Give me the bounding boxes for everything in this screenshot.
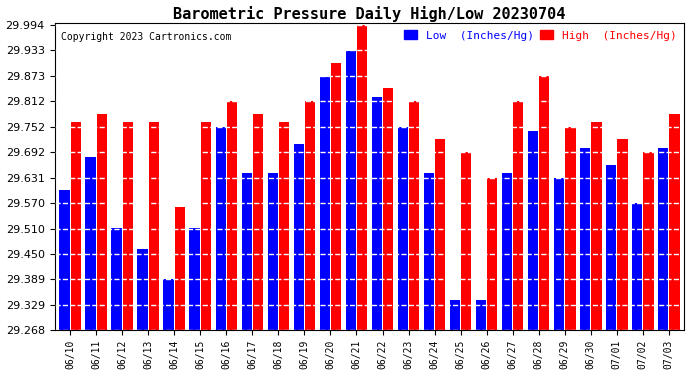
Bar <box>450 300 460 330</box>
Bar <box>305 101 315 330</box>
Bar <box>643 152 653 330</box>
Bar <box>591 123 602 330</box>
Bar <box>424 173 434 330</box>
Bar <box>97 114 107 330</box>
Legend: Low  (Inches/Hg), High  (Inches/Hg): Low (Inches/Hg), High (Inches/Hg) <box>402 28 679 43</box>
Bar <box>606 165 616 330</box>
Bar <box>539 76 549 330</box>
Bar <box>580 148 591 330</box>
Bar <box>227 101 237 330</box>
Text: Copyright 2023 Cartronics.com: Copyright 2023 Cartronics.com <box>61 32 231 42</box>
Bar <box>513 101 524 330</box>
Bar <box>201 123 211 330</box>
Bar <box>319 76 330 330</box>
Bar <box>502 173 512 330</box>
Bar <box>70 123 81 330</box>
Bar <box>357 25 367 330</box>
Bar <box>372 97 382 330</box>
Bar <box>148 123 159 330</box>
Bar <box>528 131 538 330</box>
Bar <box>554 178 564 330</box>
Bar <box>565 127 575 330</box>
Bar <box>487 178 497 330</box>
Bar <box>383 88 393 330</box>
Bar <box>435 139 445 330</box>
Bar <box>59 190 70 330</box>
Bar <box>86 156 96 330</box>
Bar <box>123 123 133 330</box>
Bar <box>215 127 226 330</box>
Bar <box>331 63 342 330</box>
Bar <box>346 51 356 330</box>
Bar <box>164 279 174 330</box>
Bar <box>111 228 122 330</box>
Bar <box>190 228 200 330</box>
Bar <box>461 152 471 330</box>
Bar <box>253 114 263 330</box>
Title: Barometric Pressure Daily High/Low 20230704: Barometric Pressure Daily High/Low 20230… <box>173 6 566 21</box>
Bar <box>397 127 408 330</box>
Bar <box>268 173 278 330</box>
Bar <box>669 114 680 330</box>
Bar <box>632 203 642 330</box>
Bar <box>175 207 185 330</box>
Bar <box>137 249 148 330</box>
Bar <box>476 300 486 330</box>
Bar <box>294 144 304 330</box>
Bar <box>279 123 289 330</box>
Bar <box>409 101 420 330</box>
Bar <box>658 148 669 330</box>
Bar <box>241 173 252 330</box>
Bar <box>617 139 628 330</box>
